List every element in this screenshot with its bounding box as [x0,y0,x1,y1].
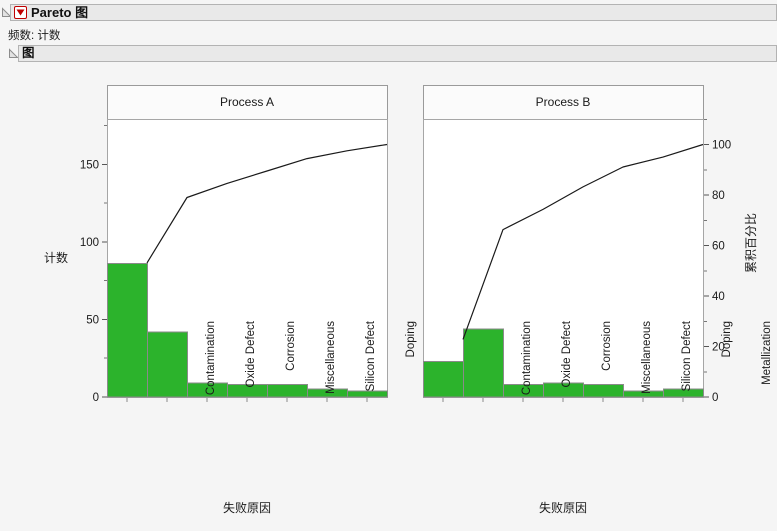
count-axis-tick-label: 50 [86,314,99,326]
category-label: Doping [405,321,417,357]
percent-axis-tick-label: 0 [712,392,718,404]
disclosure-triangle-chart-section[interactable] [8,48,19,59]
percent-axis-tick-label: 60 [712,241,725,253]
category-label: Oxide Defect [561,320,573,387]
category-label: Contamination [521,321,533,395]
count-axis-title: 计数 [44,250,68,265]
x-axis-title: 失败原因 [539,500,587,515]
bar-silicon-defect[interactable] [267,384,308,398]
report-title: Pareto 图 [31,5,89,20]
category-label: Silicon Defect [681,320,693,391]
frequency-label: 频数: 计数 [8,30,61,42]
percent-axis-tick-label: 100 [712,140,731,152]
disclosure-triangle-report[interactable] [1,7,12,18]
category-label: Contamination [205,321,217,395]
red-triangle-menu-button[interactable] [14,6,27,19]
category-label: Metallization [761,321,773,385]
percent-axis-title: 累积百分比 [744,213,758,273]
category-label: Silicon Defect [365,320,377,391]
x-axis-title: 失败原因 [223,500,271,515]
chart-section-band: 图 [18,45,777,62]
category-label: Miscellaneous [325,321,337,394]
cumulative-curve [462,143,704,340]
percent-axis-tick-label: 40 [712,291,725,303]
bar-contamination[interactable] [107,263,148,398]
category-label: Doping [721,321,733,357]
disclosure-triangle-icon [2,7,12,17]
category-label: Corrosion [601,321,613,371]
panel-title: Process B [536,95,591,109]
bar-oxide-defect[interactable] [463,328,504,398]
bar-metallization[interactable] [663,388,704,398]
bar-oxide-defect[interactable] [147,331,188,398]
panel-title-box [107,85,388,120]
bar-silicon-defect[interactable] [583,384,624,398]
count-axis-tick-label: 150 [80,159,99,171]
category-label: Miscellaneous [641,321,653,394]
cumulative-curve [146,143,388,264]
count-axis-tick-label: 0 [93,392,99,404]
percent-axis-tick-label: 20 [712,342,725,354]
pareto-chart-canvas: Process A Contamination Oxide Defect Corros… [44,85,773,515]
panel-title-box [423,85,704,120]
percent-axis-tick-label: 80 [712,190,725,202]
chart-section-title: 图 [22,46,35,60]
panel-title: Process A [220,95,274,109]
report-title-band: Pareto 图 [10,4,777,21]
disclosure-triangle-icon [9,48,19,58]
red-triangle-icon [16,9,25,16]
bar-metallization[interactable] [347,390,388,398]
bar-contamination[interactable] [423,360,464,398]
category-label: Corrosion [285,321,297,371]
count-axis-tick-label: 100 [80,237,99,249]
category-label: Oxide Defect [245,320,257,387]
